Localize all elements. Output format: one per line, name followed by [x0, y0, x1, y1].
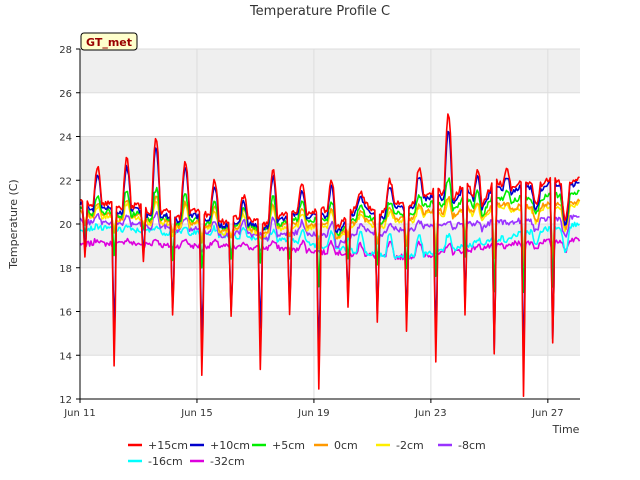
legend-label: -32cm — [210, 455, 245, 468]
axes: 12 14 16 18 20 22 24 26 28 Jun 11 Jun 15 Jun 19 Jun … — [59, 45, 580, 419]
legend-label: -16cm — [148, 455, 183, 468]
site-label: GT_met — [86, 36, 132, 49]
plot-band — [80, 311, 580, 356]
x-tick-label: Jun 27 — [531, 408, 564, 419]
legend-label: +5cm — [272, 439, 305, 452]
series-line-15cm — [79, 113, 580, 398]
y-tick-label: 22 — [59, 176, 72, 187]
legend-label: -2cm — [396, 439, 424, 452]
y-tick-label: 20 — [59, 220, 72, 231]
y-tick-label: 14 — [59, 351, 72, 362]
legend-item-10cm: +10cm — [190, 439, 250, 452]
y-tick-label: 16 — [59, 308, 72, 319]
y-tick-label: 26 — [59, 89, 72, 100]
plot-band — [80, 136, 580, 181]
y-axis-label: Temperature (C) — [7, 179, 20, 269]
y-tick-label: 24 — [59, 133, 72, 144]
plot-band — [80, 49, 580, 93]
x-tick-label: Jun 23 — [414, 408, 447, 419]
x-tick-label: Jun 15 — [180, 408, 213, 419]
y-tick-label: 28 — [59, 45, 72, 56]
x-tick-label: Jun 11 — [63, 408, 96, 419]
plot-band — [80, 224, 580, 268]
legend: +15cm +10cm +5cm 0cm -2cm -8cm -16cm -32cm — [128, 439, 486, 468]
site-label-box — [80, 32, 138, 51]
x-axis-label: Time — [552, 423, 580, 436]
chart-title: Temperature Profile C — [249, 4, 390, 19]
legend-item-5cm: +5cm — [252, 439, 305, 452]
x-tick-label: Jun 19 — [297, 408, 330, 419]
legend-item-16cm: -16cm — [128, 455, 183, 468]
legend-item-2cm: -2cm — [376, 439, 424, 452]
legend-item-15cm: +15cm — [128, 439, 188, 452]
legend-label: -8cm — [458, 439, 486, 452]
y-tick-label: 12 — [59, 395, 72, 406]
legend-label: 0cm — [334, 439, 358, 452]
legend-item-32cm: -32cm — [190, 455, 245, 468]
site-label-badge: GT_met — [80, 32, 138, 51]
y-tick-label: 18 — [59, 264, 72, 275]
legend-item-8cm: -8cm — [438, 439, 486, 452]
series-lines — [79, 113, 581, 398]
legend-item-0cm: 0cm — [314, 439, 358, 452]
legend-label: +10cm — [210, 439, 250, 452]
legend-label: +15cm — [148, 439, 188, 452]
